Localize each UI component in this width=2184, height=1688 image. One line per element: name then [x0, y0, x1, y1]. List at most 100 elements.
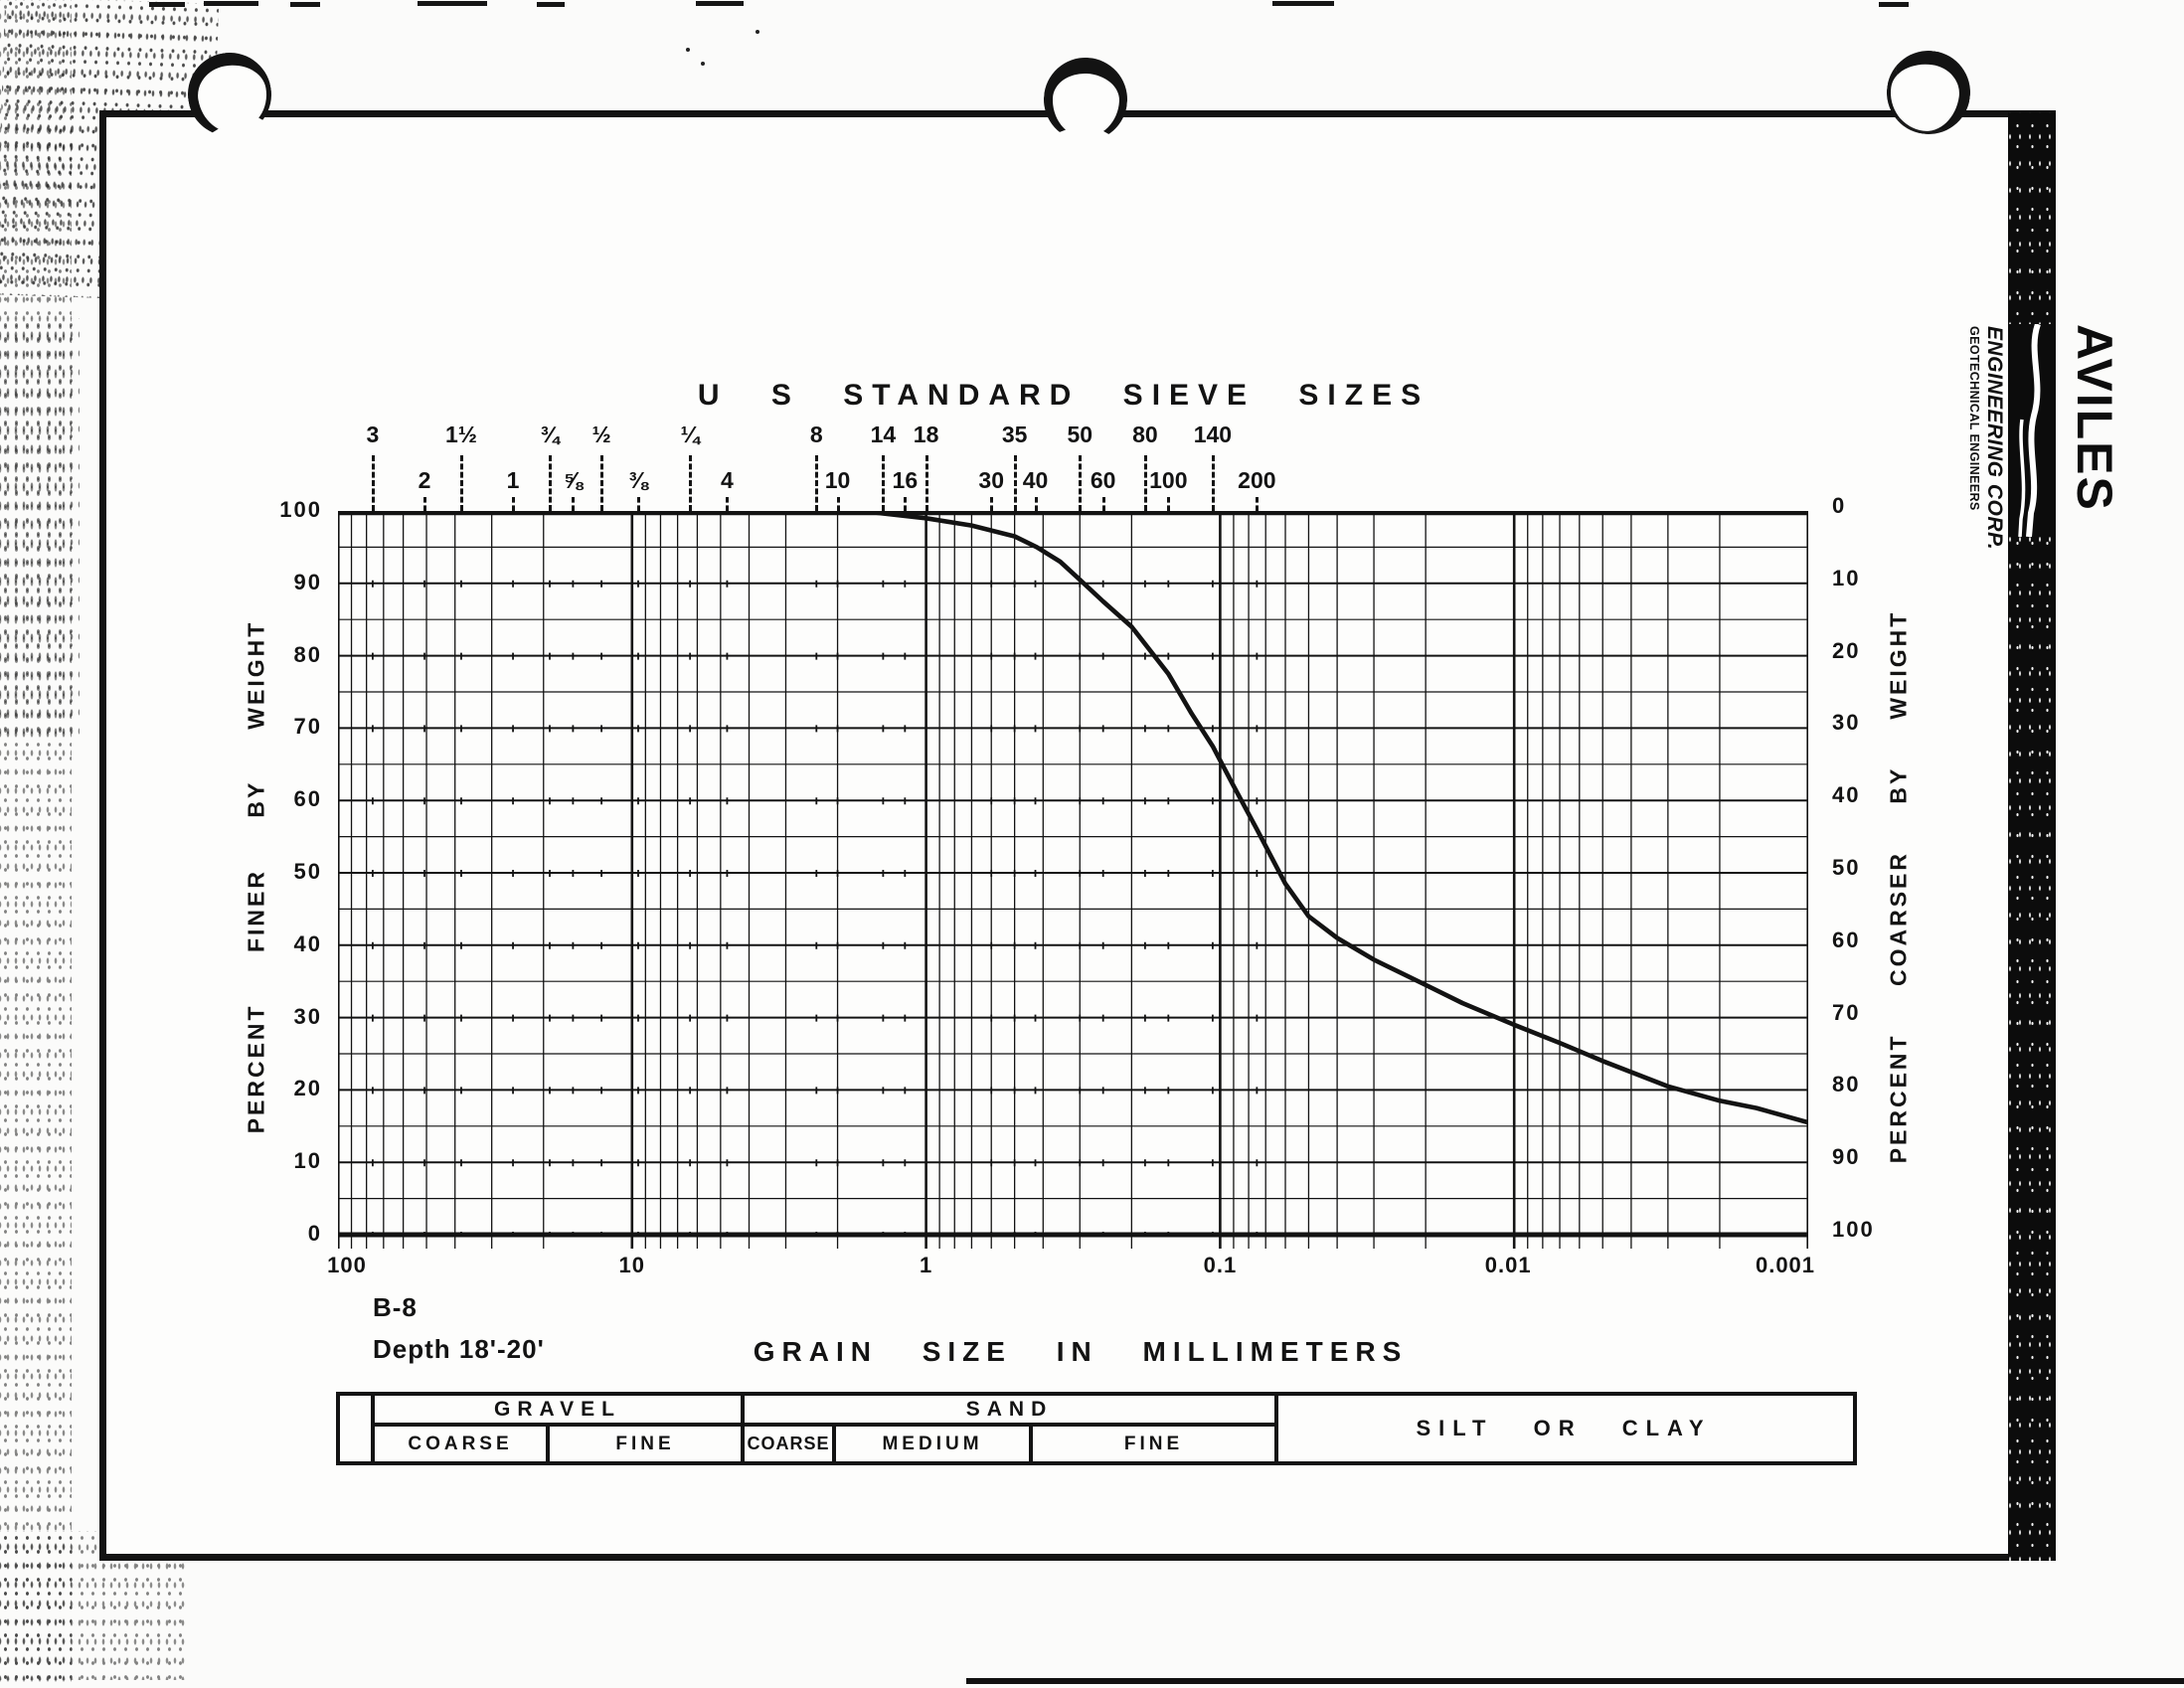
x-axis-title: GRAIN SIZE IN MILLIMETERS	[753, 1336, 1409, 1367]
sieve-leader-line	[1211, 455, 1215, 511]
table-cell-cobbles-spacer	[340, 1396, 375, 1461]
table-cell-gravel-fine: FINE	[550, 1427, 745, 1461]
sieve-leader-line	[1034, 497, 1038, 511]
logo-engineering-corp: ENGINEERING CORP.	[1983, 326, 2006, 551]
sieve-size-label: ½	[591, 422, 611, 447]
sieve-size-label: 80	[1132, 422, 1158, 447]
chart-title: U S STANDARD SIEVE SIZES	[697, 379, 1430, 412]
x-tick-decade: 100	[327, 1253, 367, 1277]
table-header-gravel: GRAVEL	[375, 1396, 745, 1427]
scan-speck	[756, 30, 759, 34]
x-tick-decade: 0.001	[1755, 1253, 1816, 1277]
scan-speck	[686, 48, 690, 52]
x-tick-decade: 0.1	[1203, 1253, 1238, 1277]
sieve-leader-line	[512, 497, 516, 511]
sieve-size-label: 8	[809, 422, 823, 447]
x-tick-decade: 1	[919, 1253, 933, 1277]
sieve-size-label: 35	[1001, 422, 1028, 447]
sample-id: B-8	[373, 1292, 418, 1322]
scan-dash-artifact	[696, 1, 744, 6]
scan-noise-left-edge	[0, 0, 72, 1688]
sieve-leader-line	[689, 455, 693, 511]
scan-dash-artifact	[204, 1, 258, 6]
sieve-leader-line	[636, 497, 640, 511]
sieve-leader-line	[904, 497, 908, 511]
sieve-size-label: 30	[978, 467, 1005, 493]
sieve-size-label: ¼	[680, 422, 700, 447]
sieve-leader-line	[1079, 455, 1083, 511]
sieve-size-label: 1½	[444, 422, 477, 447]
sieve-leader-line	[882, 455, 886, 511]
y-tick-left: 50	[293, 859, 322, 884]
logo-geotechnical-engineers: GEOTECHNICAL ENGINEERS	[1967, 326, 1981, 511]
logo-company-name: AVILES	[2067, 324, 2122, 512]
sieve-leader-line	[459, 455, 463, 511]
scan-dash-artifact	[1272, 1, 1334, 6]
sieve-leader-line	[1256, 497, 1260, 511]
y-tick-left: 70	[293, 714, 322, 740]
sieve-size-label: 50	[1067, 422, 1093, 447]
scan-dash-artifact	[537, 2, 565, 7]
logo-text-block: ENGINEERING CORP. GEOTECHNICAL ENGINEERS	[1967, 326, 2006, 550]
paper-sheet-border	[99, 110, 2056, 1561]
sieve-size-label: 40	[1022, 467, 1049, 493]
sieve-leader-line	[924, 455, 928, 511]
scan-dash-artifact	[1879, 2, 1909, 7]
sieve-leader-line	[549, 455, 552, 511]
y-tick-right: 40	[1832, 782, 1861, 808]
y-tick-right: 50	[1832, 855, 1861, 880]
y-tick-left: 0	[307, 1221, 322, 1246]
sieve-leader-line	[815, 455, 819, 511]
sieve-leader-line	[990, 497, 994, 511]
y-tick-right: 20	[1832, 637, 1861, 663]
scan-dash-artifact	[418, 1, 487, 6]
sieve-size-label: 10	[824, 467, 851, 493]
grain-size-plot	[338, 511, 1808, 1249]
y-tick-right: 0	[1832, 493, 1847, 518]
sieve-size-label: 100	[1149, 467, 1188, 493]
table-cell-gravel-coarse: COARSE	[375, 1427, 550, 1461]
y-tick-left: 60	[293, 786, 322, 812]
sieve-leader-line	[371, 455, 375, 511]
sieve-size-label: 4	[721, 467, 734, 493]
sieve-size-label: 16	[892, 467, 919, 493]
sieve-leader-line	[836, 497, 840, 511]
y-tick-left: 100	[279, 497, 322, 522]
sieve-leader-line	[423, 497, 426, 511]
x-tick-decade: 0.01	[1484, 1253, 1532, 1277]
soil-classification-table: GRAVEL SAND SILT OR CLAY COARSE FINE COA…	[336, 1392, 1857, 1465]
y-tick-left: 30	[293, 1003, 322, 1029]
sieve-size-label: ¾	[540, 422, 560, 447]
scan-speck	[701, 62, 705, 66]
sieve-leader-line	[1101, 497, 1105, 511]
table-cell-sand-medium: MEDIUM	[836, 1427, 1033, 1461]
sieve-size-label: ⅝	[563, 467, 583, 493]
y-tick-right: 100	[1832, 1217, 1875, 1242]
y-tick-left: 10	[293, 1148, 322, 1174]
scan-noise-mid-left	[0, 318, 80, 736]
table-cell-sand-coarse: COARSE	[745, 1427, 836, 1461]
grain-size-distribution-curve	[806, 511, 1808, 1125]
sieve-size-label: 200	[1238, 467, 1276, 493]
sieve-leader-line	[1013, 455, 1017, 511]
sieve-size-label: ⅜	[628, 467, 648, 493]
y-tick-right: 80	[1832, 1072, 1861, 1097]
aviles-logo-waves-icon	[2008, 324, 2056, 537]
sieve-size-label: 3	[366, 422, 380, 447]
scan-bottom-edge-line	[966, 1678, 2184, 1684]
sieve-size-label: 2	[418, 467, 431, 493]
sieve-size-label: 14	[870, 422, 897, 447]
y-tick-left: 90	[293, 569, 322, 594]
sieve-size-label: 1	[506, 467, 520, 493]
y-tick-right: 10	[1832, 565, 1861, 591]
sieve-leader-line	[1167, 497, 1171, 511]
sieve-size-label: 140	[1193, 422, 1233, 447]
sieve-leader-line	[600, 455, 604, 511]
sieve-size-label: 18	[913, 422, 939, 447]
y-tick-left: 20	[293, 1076, 322, 1101]
table-header-sand: SAND	[745, 1396, 1278, 1427]
scan-dash-artifact	[149, 2, 185, 7]
y-tick-right: 70	[1832, 999, 1861, 1025]
table-cell-silt-or-clay: SILT OR CLAY	[1416, 1416, 1712, 1440]
